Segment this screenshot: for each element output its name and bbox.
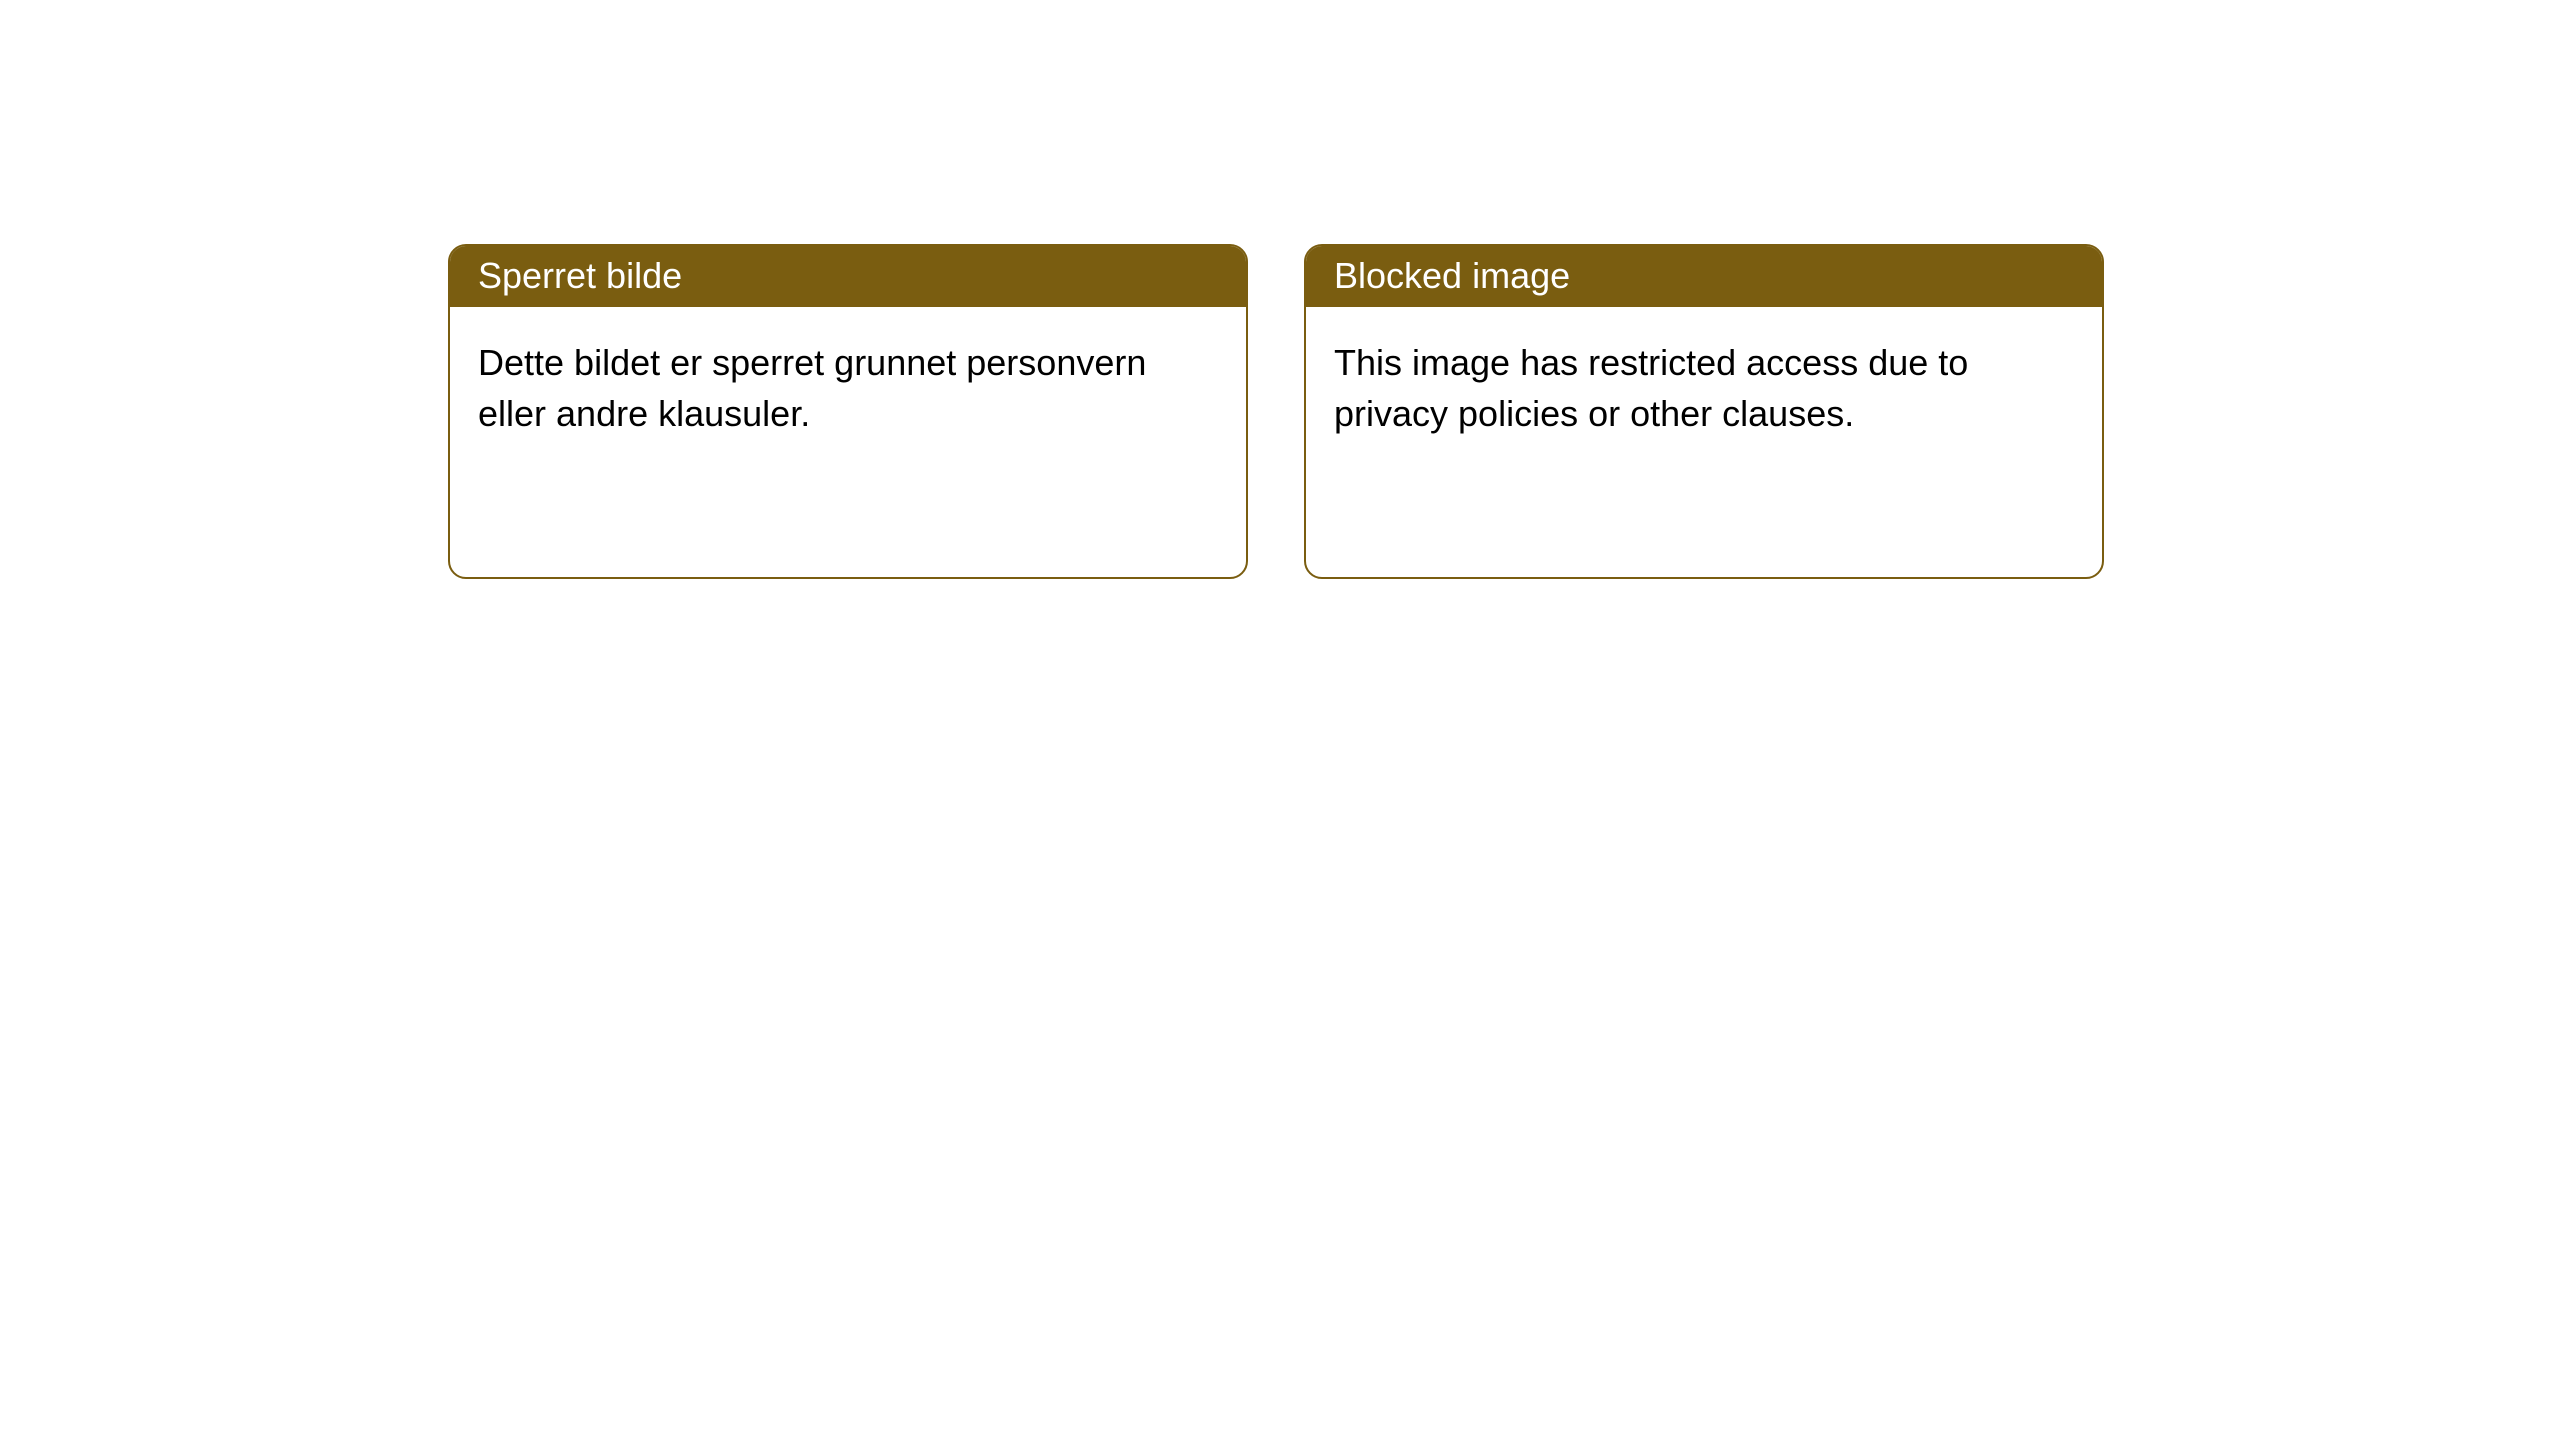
card-title: Blocked image [1334, 255, 1570, 296]
card-body-text: This image has restricted access due to … [1334, 342, 1968, 434]
notice-container: Sperret bilde Dette bildet er sperret gr… [0, 0, 2560, 579]
card-header: Sperret bilde [450, 246, 1246, 307]
notice-card-english: Blocked image This image has restricted … [1304, 244, 2104, 579]
notice-card-norwegian: Sperret bilde Dette bildet er sperret gr… [448, 244, 1248, 579]
card-body-text: Dette bildet er sperret grunnet personve… [478, 342, 1146, 434]
card-body: This image has restricted access due to … [1306, 307, 2102, 469]
card-title: Sperret bilde [478, 255, 682, 296]
card-header: Blocked image [1306, 246, 2102, 307]
card-body: Dette bildet er sperret grunnet personve… [450, 307, 1246, 469]
